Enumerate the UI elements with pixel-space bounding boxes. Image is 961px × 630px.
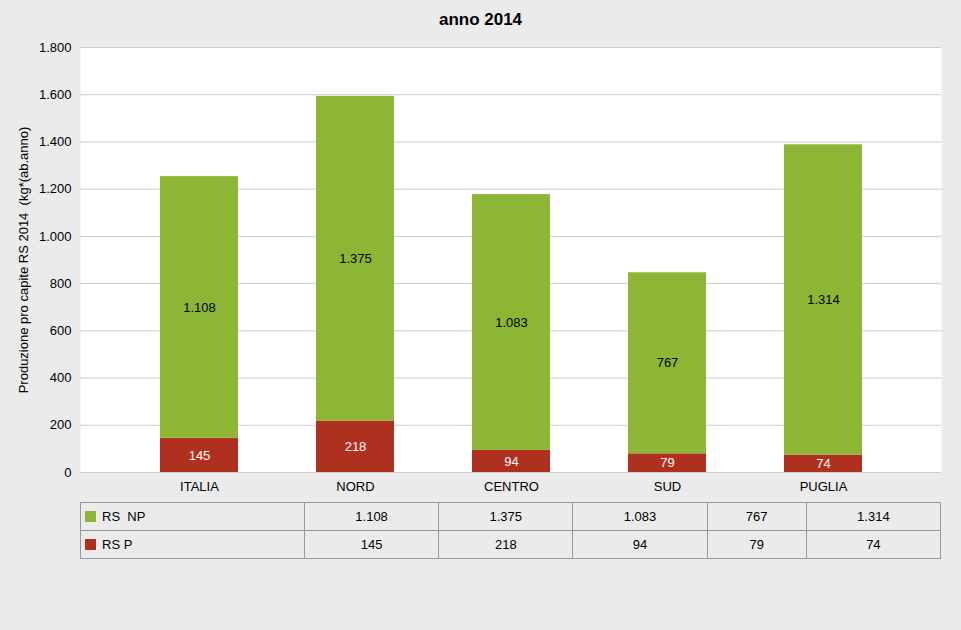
svg-text:0: 0 (64, 465, 71, 480)
svg-text:1.600: 1.600 (39, 87, 72, 102)
svg-text:79: 79 (660, 455, 674, 470)
svg-text:1.108: 1.108 (183, 300, 216, 315)
html-text:1.375: 1.375 (489, 509, 523, 524)
svg-text:200: 200 (50, 417, 72, 432)
svg-text:1.200: 1.200 (39, 181, 72, 196)
svg-text:1.314: 1.314 (807, 292, 840, 307)
html-text:RS NP: RS NP (102, 509, 146, 524)
svg-text:400: 400 (50, 370, 72, 385)
svg-text:1.400: 1.400 (39, 134, 72, 149)
html-text:94: 94 (632, 537, 648, 552)
svg-text:1.375: 1.375 (339, 251, 372, 266)
html-text:767: 767 (745, 509, 768, 524)
svg-text:74: 74 (816, 456, 830, 471)
html-text:74: 74 (866, 537, 881, 552)
svg-text:NORD: NORD (336, 479, 374, 494)
svg-text:CENTRO: CENTRO (484, 479, 539, 494)
svg-text:ITALIA: ITALIA (180, 479, 219, 494)
svg-text:Produzione pro capite RS 2014: Produzione pro capite RS 2014 (kg*(ab.an… (16, 127, 31, 394)
svg-text:1.800: 1.800 (39, 40, 72, 55)
html-text:RS P: RS P (102, 537, 133, 552)
svg-text:145: 145 (189, 448, 211, 463)
svg-text:600: 600 (50, 323, 72, 338)
svg-text:218: 218 (345, 439, 367, 454)
svg-text:800: 800 (50, 276, 72, 291)
html-text:79: 79 (749, 537, 764, 552)
html-text:218: 218 (494, 537, 517, 552)
svg-text:94: 94 (504, 454, 518, 469)
html-text:anno 2014: anno 2014 (438, 10, 523, 29)
html-text:145: 145 (360, 537, 383, 552)
html-text:1.083: 1.083 (623, 509, 657, 524)
svg-text:1.083: 1.083 (495, 315, 528, 330)
svg-text:767: 767 (657, 355, 679, 370)
svg-text:PUGLIA: PUGLIA (800, 479, 848, 494)
html-text:1.314: 1.314 (857, 509, 890, 524)
html-text:1.108: 1.108 (355, 509, 388, 524)
svg-text:SUD: SUD (654, 479, 681, 494)
svg-text:1.000: 1.000 (39, 229, 72, 244)
